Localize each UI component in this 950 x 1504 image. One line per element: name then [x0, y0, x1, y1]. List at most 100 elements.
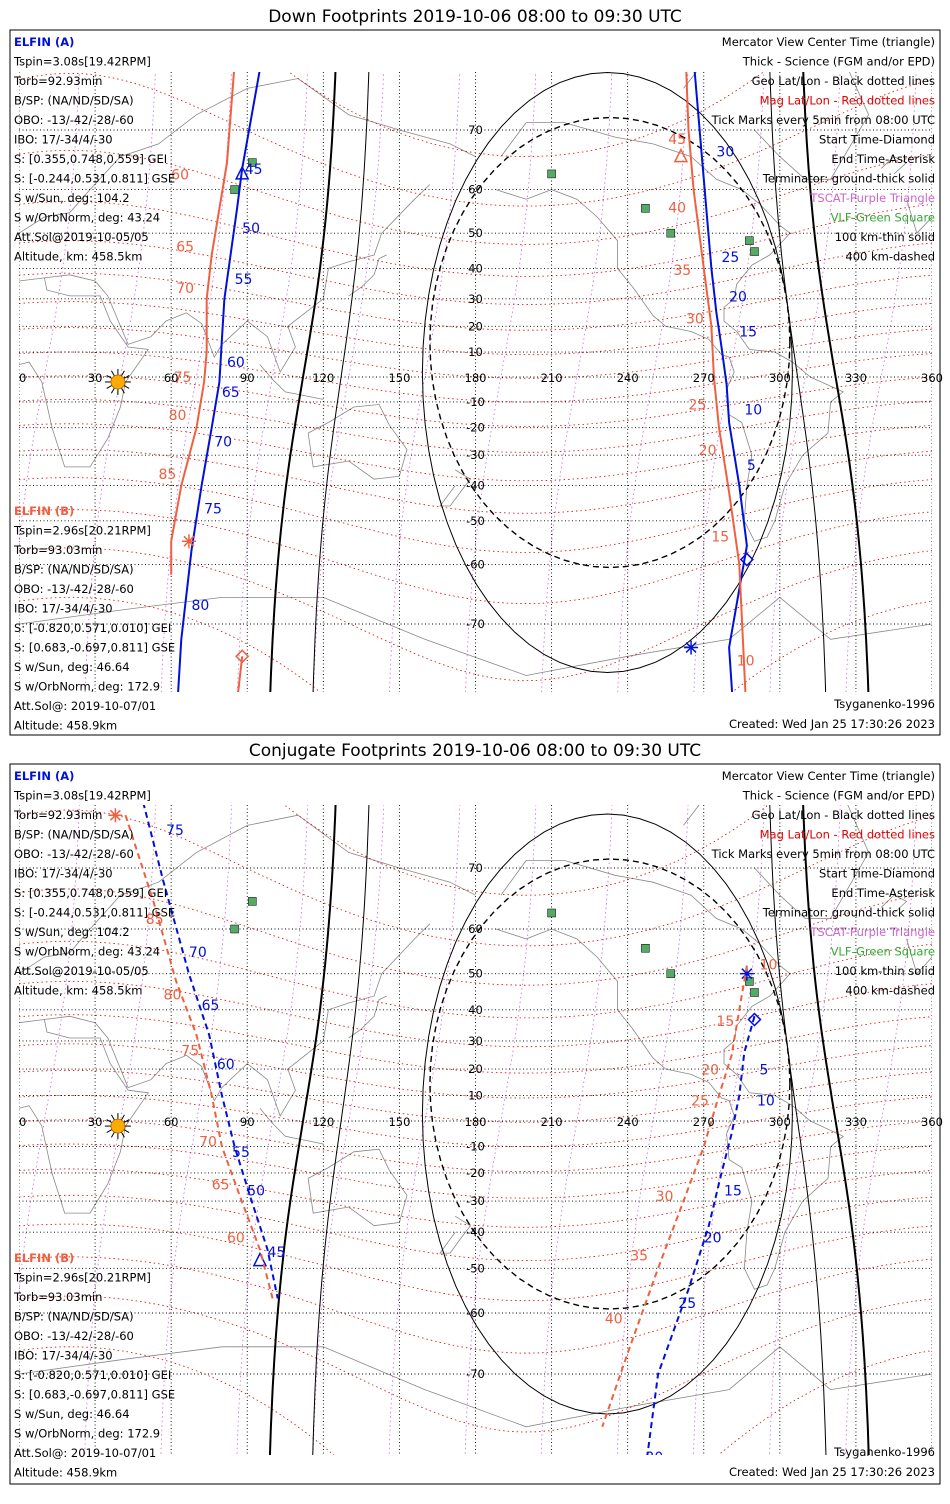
lon-tick-label: 60: [164, 1115, 179, 1129]
legend-entry: Thick - Science (FGM and/or EPD): [742, 789, 935, 803]
lon-tick-label: 300: [769, 371, 791, 385]
elfin-b-info-line: Torb=93.03min: [13, 1290, 102, 1304]
vlf-station-square: [641, 204, 650, 213]
mag-lat-line: [19, 1223, 932, 1302]
sun-ray: [123, 375, 130, 379]
elfin-b-info-line: IBO: 17/-34/4/-30: [14, 1349, 113, 1363]
elfin-a-info-line: S: [0.355,0.748,0.559] GEI: [14, 152, 167, 166]
lon-tick-label: 90: [240, 1115, 255, 1129]
mag-lat-line: [19, 351, 932, 403]
tick-label: 10: [744, 403, 762, 419]
lat-tick-label: 40: [468, 261, 483, 275]
sun-ray: [123, 385, 130, 389]
center-time-triangle: [234, 165, 250, 180]
tick-label: 10: [737, 654, 755, 670]
lon-tick-label: 60: [164, 371, 179, 385]
mag-lat-line: [19, 1256, 932, 1354]
tick-label: 60: [227, 1230, 245, 1246]
mag-lat-line: [19, 596, 932, 692]
lon-tick-label: 180: [465, 1115, 487, 1129]
lat-tick-label: 20: [468, 319, 483, 333]
footprint-track-elfin-b: [237, 656, 244, 692]
tick-label: 65: [202, 998, 220, 1014]
lon-tick-label: 180: [465, 371, 487, 385]
mag-lon-line: [541, 72, 613, 692]
elfin-a-info: ELFIN (A) Tspin=3.08s[19.42RPM] Torb=92.93…: [13, 769, 175, 998]
map-layer: 45 50 55 60 65 70 75 80 60 65 70 75 80 85 30 25 20 15 10 5 4…: [19, 72, 943, 692]
mag-lat-line: [19, 375, 932, 427]
elfin-b-info-line: Altitude: 458.9km: [14, 719, 117, 733]
sun-ray: [120, 370, 125, 377]
elfin-b-info-line: Altitude: 458.9km: [14, 1466, 117, 1480]
mag-lon-line: [312, 805, 385, 1455]
elfin-b-info-line: Tspin=2.96s[20.21RPM]: [13, 1271, 151, 1285]
lon-tick-label: 300: [769, 1115, 791, 1129]
elfin-b-info-line: Torb=93.03min: [13, 543, 102, 557]
tick-label: 20: [729, 290, 747, 306]
lon-tick-label: 30: [88, 1115, 103, 1129]
tick-label: 30: [716, 145, 734, 161]
mag-lon-line: [313, 72, 384, 692]
lat-tick-label: -70: [466, 1367, 485, 1381]
tick-label: 15: [711, 529, 729, 545]
tick-label: 30: [686, 312, 704, 328]
mag-lat-line: [19, 149, 932, 245]
terminator: [802, 72, 870, 692]
lat-tick-label: -30: [466, 1194, 485, 1208]
panel-title: Conjugate Footprints 2019-10-06 08:00 to…: [249, 741, 701, 761]
coastline: [683, 805, 870, 919]
sun-disc: [110, 1118, 126, 1134]
sun-ray: [106, 1119, 113, 1124]
legend-entry: Tick Marks every 5min from 08:00 UTC: [711, 113, 935, 127]
coastline: [495, 860, 844, 1290]
elfin-a-info-line: S w/OrbNorm, deg: 43.24: [14, 945, 160, 959]
tick-label: 25: [722, 250, 740, 266]
legend-entry: VLF-Green Square: [831, 211, 935, 225]
tick-label: 10: [757, 1094, 775, 1110]
legend-entry: VLF-Green Square: [831, 945, 935, 959]
lat-tick-label: -40: [466, 479, 485, 493]
lat-tick-label: -70: [466, 617, 485, 631]
terminator: [268, 805, 337, 1455]
lon-tick-label: 120: [312, 1115, 334, 1129]
lat-tick-label: -20: [466, 421, 485, 435]
elfin-b-info: ELFIN (B) Tspin=2.96s[20.21RPM] Torb=93.03…: [13, 1251, 175, 1480]
start-time-diamond: [739, 552, 754, 567]
elfin-a-info-line: S: [-0.244,0.531,0.811] GSE: [14, 906, 175, 920]
tick-label: 30: [645, 1450, 663, 1466]
legend-entry: TSCAT-Purple Triangle: [809, 191, 935, 205]
elfin-b-info-line: S w/Sun, deg: 46.64: [14, 660, 130, 674]
terminator: [802, 805, 870, 1455]
terminator: [269, 72, 337, 692]
lon-tick-label: 120: [312, 371, 334, 385]
vlf-station-square: [666, 228, 676, 238]
elfin-b-title: ELFIN (B): [14, 504, 74, 518]
visibility-oval-100km: [421, 813, 793, 1415]
tick-label: 65: [176, 240, 194, 256]
tick-label: 85: [158, 467, 176, 483]
tick-label: 40: [605, 1311, 623, 1327]
legend-entry: Tick Marks every 5min from 08:00 UTC: [711, 847, 935, 861]
mag-lon-line: [236, 805, 308, 1455]
lat-tick-label: 30: [468, 292, 483, 306]
sun-icon: [104, 1113, 131, 1140]
tick-label: 60: [227, 355, 245, 371]
footprint-track-elfin-b: [601, 965, 748, 1428]
lat-tick-label: 20: [468, 1062, 483, 1076]
end-time-asterisk: [181, 534, 196, 549]
conjugate-footprints-panel: Conjugate Footprints 2019-10-06 08:00 to…: [9, 741, 943, 1485]
elfin-b-info-line: S w/OrbNorm, deg: 172.9: [14, 680, 160, 694]
legend-entry: Mag Lat/Lon - Red dotted lines: [760, 828, 935, 842]
tick-label: 45: [668, 132, 686, 148]
tick-label: 70: [189, 945, 207, 961]
tick-label: 20: [704, 1230, 722, 1246]
elfin-a-info-line: Altitude, km: 458.5km: [14, 250, 142, 264]
elfin-b-info-line: S w/Sun, deg: 46.64: [14, 1407, 130, 1421]
vlf-station-square: [230, 924, 239, 934]
tick-label: 40: [668, 201, 686, 217]
elfin-a-info-line: B/SP: (NA/ND/SD/SA): [14, 94, 134, 108]
model-label: Tsyganenko-1996: [833, 697, 935, 711]
elfin-a-title: ELFIN (A): [14, 35, 74, 49]
created-label: Created: Wed Jan 25 17:30:26 2023: [729, 717, 935, 731]
